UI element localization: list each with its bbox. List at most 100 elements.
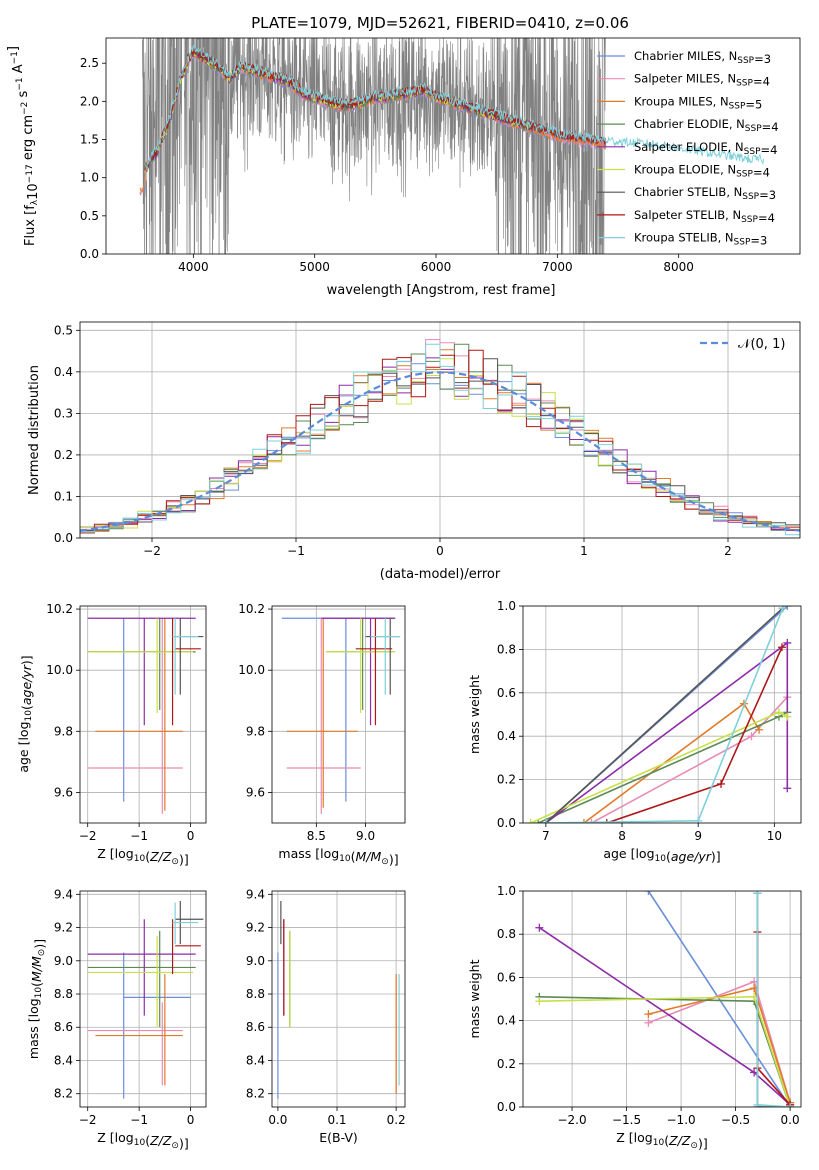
error-bar-point — [171, 618, 201, 726]
x-tick-label: −1 — [130, 829, 148, 843]
y-tick-label: 8.4 — [246, 1053, 265, 1067]
error-bar-point — [87, 618, 196, 710]
error-bar-point — [87, 618, 194, 713]
axes-frame: 0.0 0.1 0.2 8.2 8.4 8.6 8.8 9.0 9.2 9.4 — [246, 887, 406, 1127]
mass-weight-marker — [644, 1018, 653, 1027]
y-tick-label: 0.6 — [497, 686, 516, 700]
mass-weight-line — [647, 891, 791, 1107]
y-tick-label: 8.8 — [246, 987, 265, 1001]
x-tick-label: 4000 — [178, 260, 209, 274]
error-bar-point — [87, 919, 196, 1016]
error-bar-point — [286, 618, 358, 808]
axes-frame: 4000 5000 6000 7000 8000 0.0 0.5 1.0 1.5 2.0 2.5 — [80, 37, 801, 274]
error-bar-point — [370, 618, 401, 695]
legend: 𝒩(0, 1) — [700, 337, 785, 352]
histogram-steps — [80, 343, 800, 536]
mass-weight-marker — [774, 708, 783, 717]
y-tick-label: 2.5 — [80, 56, 99, 70]
x-tick-label: 0 — [187, 1113, 195, 1127]
axes-border — [105, 37, 801, 255]
mass-weight-marker — [644, 1010, 653, 1019]
mass-weight-vs-metallicity-panel: −2.0 −1.5 −1.0 −0.5 0.0 0.0 0.2 0.4 0.6 0.8 1.0 Z [… — [467, 884, 802, 1151]
axes-border — [522, 605, 802, 824]
mass-weight-marker — [602, 819, 611, 823]
y-tick-label: 9.8 — [54, 724, 73, 738]
mass-weight-marker — [644, 891, 653, 895]
y-tick-label: 1.0 — [497, 884, 516, 898]
x-axis-label: Z [log10(Z/Z⊙)] — [616, 1130, 707, 1151]
observed-spectrum — [142, 38, 606, 254]
x-tick-label: 0 — [436, 544, 444, 558]
y-tick-label: 10.0 — [238, 663, 265, 677]
y-tick-label: 1.0 — [497, 599, 516, 613]
x-tick-label: 0.1 — [327, 1113, 346, 1127]
mass-weight-line — [756, 893, 791, 1107]
error-bar-point — [171, 919, 201, 975]
x-axis-label: age [log10(age/yr)] — [603, 846, 720, 864]
plot-area — [80, 891, 206, 1107]
axes-frame: −2 −1 0 8.2 8.4 8.6 8.8 9.0 9.2 9.4 — [54, 887, 207, 1127]
mass-weight-line — [606, 646, 783, 823]
plot-area — [80, 606, 206, 823]
y-tick-label: 0.6 — [497, 970, 516, 984]
y-axis-label: Flux [fλ10−17 erg cm−2 s−1 A−1] — [6, 46, 41, 246]
legend-label: Salpeter ELODIE, NSSP=4 — [634, 140, 777, 157]
mass-weight-marker — [753, 891, 762, 898]
axes-frame: 7 8 9 10 0.0 0.2 0.4 0.6 0.8 1.0 — [497, 599, 802, 843]
x-tick-label: 7000 — [542, 260, 573, 274]
y-tick-label: 0.0 — [497, 816, 516, 830]
plot-area — [523, 891, 801, 1107]
axes-frame: −2.0 −1.5 −1.0 −0.5 0.0 0.0 0.2 0.4 0.6 0.8 1.0 — [497, 884, 802, 1127]
y-axis-label: Normed distribution — [27, 365, 42, 495]
x-tick-label: 2 — [724, 544, 732, 558]
legend-label: Salpeter STELIB, NSSP=4 — [634, 208, 775, 225]
y-tick-label: 8.2 — [246, 1087, 265, 1101]
legend-label: Chabrier STELIB, NSSP=3 — [634, 185, 776, 202]
error-bar-point — [281, 617, 396, 802]
error-bar-point — [87, 618, 183, 814]
histogram-steps — [80, 358, 800, 531]
model-spectrum-line — [144, 44, 765, 169]
x-axis-label: Z [log10(Z/Z⊙)] — [97, 846, 188, 867]
mass-weight-marker — [753, 1100, 762, 1107]
x-tick-label: −1 — [287, 544, 305, 558]
mass-vs-ebv-panel: 0.0 0.1 0.2 8.2 8.4 8.6 8.8 9.0 9.2 9.4 E(B-V) — [246, 887, 406, 1145]
y-tick-label: 1.5 — [80, 133, 99, 147]
y-tick-label: 9.4 — [246, 887, 265, 901]
y-tick-label: 9.4 — [54, 887, 73, 901]
error-bar-point — [321, 617, 396, 726]
x-tick-label: 8000 — [663, 260, 694, 274]
y-tick-label: 0.4 — [497, 729, 516, 743]
mass-weight-marker — [783, 784, 792, 793]
y-tick-label: 0.5 — [80, 209, 99, 223]
figure-title: PLATE=1079, MJD=52621, FIBERID=0410, z=0… — [251, 14, 629, 32]
y-tick-label: 0.0 — [497, 1100, 516, 1114]
y-tick-label: 9.0 — [54, 954, 73, 968]
mass-weight-line — [539, 995, 791, 1107]
y-tick-label: 0.4 — [54, 365, 73, 379]
y-axis-label: age [log10(age/yr)] — [16, 655, 34, 772]
error-bar-point — [87, 935, 194, 1028]
axes-border — [79, 890, 207, 1108]
y-tick-label: 9.6 — [54, 785, 73, 799]
mass-weight-marker — [694, 816, 703, 823]
age-vs-mass-panel: 8.5 9.0 9.6 9.8 10.0 10.2 mass [log10(M/M⊙)] — [238, 602, 406, 867]
mass-weight-marker — [755, 725, 764, 734]
x-tick-label: 9.0 — [356, 829, 375, 843]
axes-border — [271, 890, 406, 1108]
error-bar-point — [175, 618, 204, 695]
legend-label: Chabrier MILES, NSSP=3 — [634, 49, 771, 66]
x-tick-label: 9 — [694, 829, 702, 843]
y-tick-label: 9.2 — [54, 921, 73, 935]
y-tick-label: 0.1 — [54, 489, 73, 503]
x-axis-label: wavelength [Angstrom, rest frame] — [327, 283, 556, 298]
mass-vs-metallicity-panel: −2 −1 0 8.2 8.4 8.6 8.8 9.0 9.2 9.4 Z [log10(Z/Z⊙)… — [26, 887, 207, 1151]
mass-weight-vs-age-panel: 7 8 9 10 0.0 0.2 0.4 0.6 0.8 1.0 age [log10(age/yr… — [467, 599, 802, 864]
error-bar-point — [95, 974, 183, 1086]
mass-weight-line — [539, 996, 791, 1107]
y-tick-label: 0.0 — [80, 247, 99, 261]
y-tick-label: 8.8 — [54, 987, 73, 1001]
y-axis-label: mass weight — [467, 675, 482, 754]
error-bar-point — [172, 618, 199, 695]
axes-border — [522, 890, 802, 1108]
